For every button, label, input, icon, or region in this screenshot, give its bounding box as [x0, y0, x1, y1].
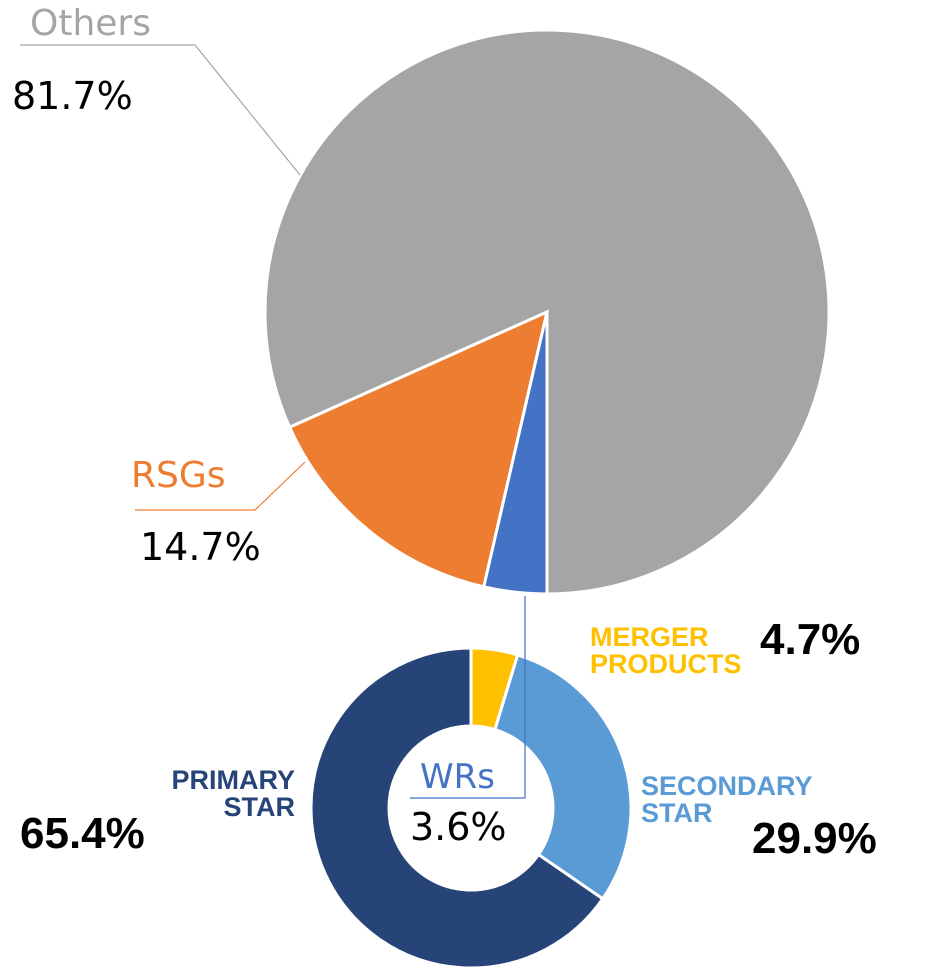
slice-label: MERGER PRODUCTS [590, 622, 742, 679]
value-label: 81.7% [12, 74, 133, 118]
pie-slice [287, 309, 550, 589]
slice-label: PRIMARY STAR [171, 765, 295, 822]
value-label: 29.9% [752, 814, 877, 863]
donut-segment [492, 653, 633, 901]
value-label: 4.7% [760, 615, 861, 664]
value-label: 65.4% [20, 809, 145, 858]
pie-slice [481, 311, 549, 596]
slice-label: WRs [420, 757, 495, 797]
value-label: 14.7% [140, 525, 261, 569]
slice-label: Others [30, 3, 151, 44]
leader-line [410, 596, 526, 799]
donut-segment [309, 646, 605, 969]
slice-label: RSGs [131, 455, 226, 496]
donut-segment [469, 646, 520, 732]
leader-line [20, 44, 301, 176]
value-label: 3.6% [410, 805, 507, 849]
leader-line [135, 461, 306, 511]
slice-label: SECONDARY STAR [641, 771, 813, 828]
